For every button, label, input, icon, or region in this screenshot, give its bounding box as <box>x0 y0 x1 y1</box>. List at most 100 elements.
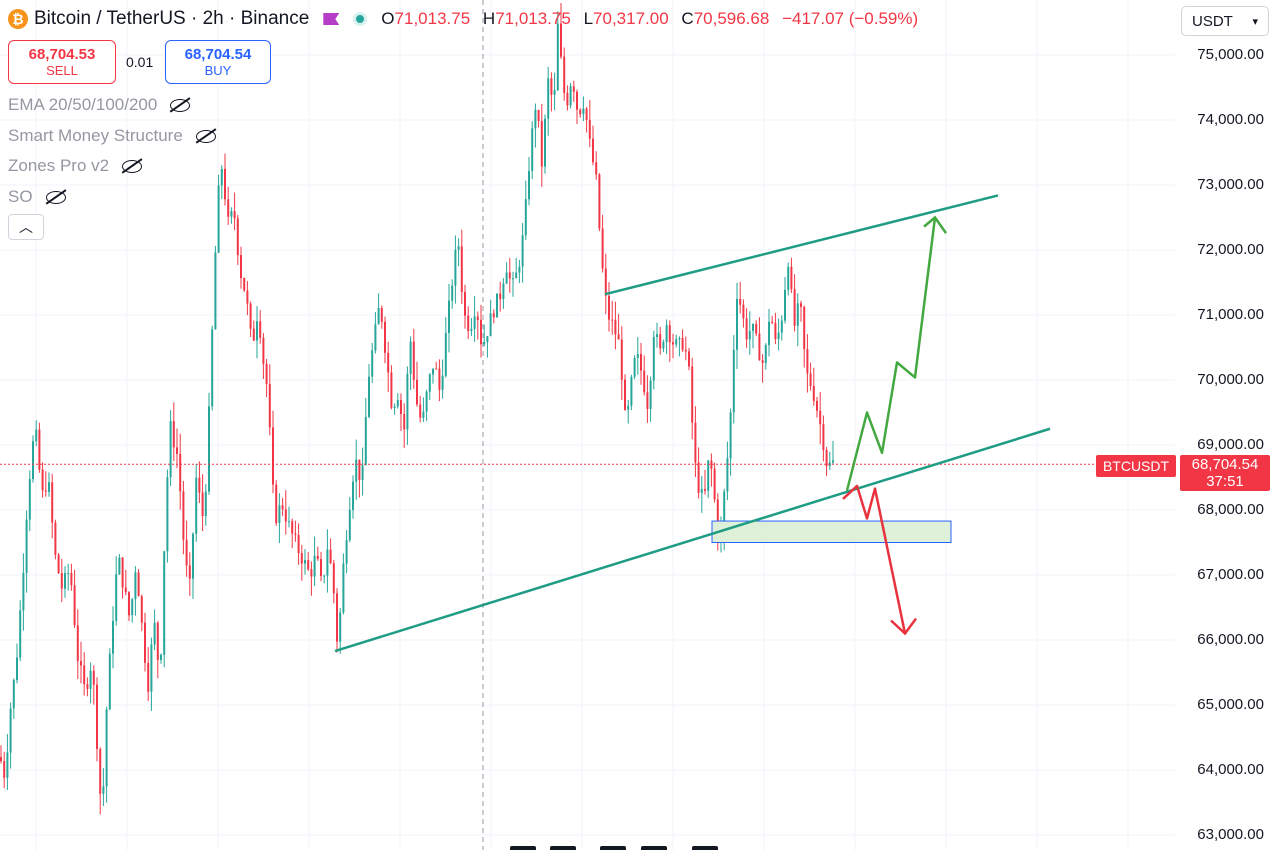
y-tick-label: 75,000.00 <box>1197 46 1264 63</box>
flag-icon[interactable] <box>323 13 340 25</box>
lower-trendline[interactable] <box>334 427 1051 653</box>
candle-body <box>182 491 185 540</box>
ohlc-open-key: O <box>381 9 395 28</box>
candle-body <box>636 354 639 358</box>
symbol-price-tag: BTCUSDT <box>1096 455 1176 477</box>
candle-body <box>150 644 153 692</box>
ohlc-close: 70,596.68 <box>693 9 770 28</box>
candle-body <box>278 505 281 523</box>
buy-button[interactable]: 68,704.54 BUY <box>165 40 271 84</box>
candle-body <box>16 657 18 680</box>
sell-label: SELL <box>46 63 78 78</box>
candle-body <box>3 761 6 778</box>
candle-body <box>681 338 684 350</box>
candle-body <box>115 574 118 621</box>
candle-body <box>803 306 806 350</box>
indicator-so[interactable]: SO <box>8 187 67 207</box>
eye-off-icon[interactable] <box>121 158 143 174</box>
candle-body <box>22 572 25 611</box>
candle-body <box>339 612 342 642</box>
candle-body <box>214 252 217 330</box>
candle-body <box>467 315 470 331</box>
order-quantity[interactable]: 0.01 <box>126 54 154 70</box>
candle-body <box>60 573 63 589</box>
candle-body <box>428 374 431 392</box>
candle-body <box>540 121 543 167</box>
candle-body <box>806 349 809 374</box>
indicator-smart-money-structure[interactable]: Smart Money Structure <box>8 126 217 146</box>
upper-trendline[interactable] <box>604 194 999 296</box>
indicator-ema[interactable]: EMA 20/50/100/200 <box>8 95 191 115</box>
candle-body <box>585 108 588 120</box>
bearish-path-arrow[interactable] <box>842 484 907 634</box>
eye-off-icon[interactable] <box>45 189 67 205</box>
candle-body <box>233 211 236 219</box>
candle-body <box>764 345 767 363</box>
candle-body <box>0 757 2 762</box>
candle-body <box>659 334 662 349</box>
eye-off-icon[interactable] <box>195 128 217 144</box>
time-marker[interactable] <box>600 846 626 850</box>
candle-body <box>614 319 617 335</box>
candle-body <box>524 199 527 236</box>
candle-body <box>752 324 754 331</box>
candle-body <box>476 316 479 320</box>
time-marker[interactable] <box>641 846 667 850</box>
candle-body <box>707 460 710 491</box>
candle-body <box>326 549 329 576</box>
candle-body <box>179 454 182 492</box>
buy-label: BUY <box>204 63 232 78</box>
candle-body <box>700 489 703 493</box>
y-tick-label: 70,000.00 <box>1197 371 1264 388</box>
candle-body <box>697 462 700 493</box>
candle-body <box>745 318 748 340</box>
time-marker[interactable] <box>692 846 718 850</box>
eye-off-icon[interactable] <box>169 97 191 113</box>
candle-body <box>320 559 322 576</box>
candle-body <box>748 330 751 340</box>
candle-body <box>28 479 31 520</box>
ohlc-values: O71,013.75 H71,013.75 L70,317.00 C70,596… <box>381 9 926 29</box>
candle-body <box>246 290 249 304</box>
candle-body <box>771 321 774 323</box>
drawings <box>0 194 1175 850</box>
candle-body <box>83 665 86 685</box>
bullish-path-arrow[interactable] <box>845 217 937 491</box>
candle-body <box>627 405 630 410</box>
indicator-label: Smart Money Structure <box>8 126 183 145</box>
y-tick-label: 71,000.00 <box>1197 306 1264 323</box>
time-marker[interactable] <box>510 846 536 850</box>
candle-body <box>777 332 780 340</box>
candle-body <box>288 521 290 523</box>
candle-body <box>544 118 546 167</box>
candle-body <box>112 620 114 654</box>
symbol-title[interactable]: Bitcoin / TetherUS · 2h · Binance <box>34 8 310 29</box>
candle-body <box>512 278 514 280</box>
candle-body <box>54 522 57 555</box>
candle-body <box>678 338 681 340</box>
time-marker[interactable] <box>550 846 576 850</box>
candle-body <box>35 429 38 442</box>
candle-body <box>502 283 505 299</box>
candle-body <box>64 573 66 589</box>
candle-body <box>262 337 265 364</box>
candle-body <box>784 289 786 321</box>
candle-body <box>275 484 278 524</box>
collapse-indicators-button[interactable]: ︿ <box>8 214 44 240</box>
candle-body <box>105 709 108 787</box>
candle-body <box>304 560 306 564</box>
candle-body <box>470 328 473 331</box>
candle-body <box>416 379 418 405</box>
candle-body <box>816 401 818 411</box>
candle-body <box>44 490 47 492</box>
candle-body <box>809 373 812 386</box>
candle-body <box>432 368 434 375</box>
currency-select[interactable]: USDT ▾ <box>1181 6 1269 36</box>
candle-body <box>412 341 415 380</box>
sell-button[interactable]: 68,704.53 SELL <box>8 40 116 84</box>
support-zone[interactable] <box>711 520 952 543</box>
candle-body <box>582 108 585 115</box>
candle-body <box>348 509 351 541</box>
indicator-zones-pro[interactable]: Zones Pro v2 <box>8 156 143 176</box>
